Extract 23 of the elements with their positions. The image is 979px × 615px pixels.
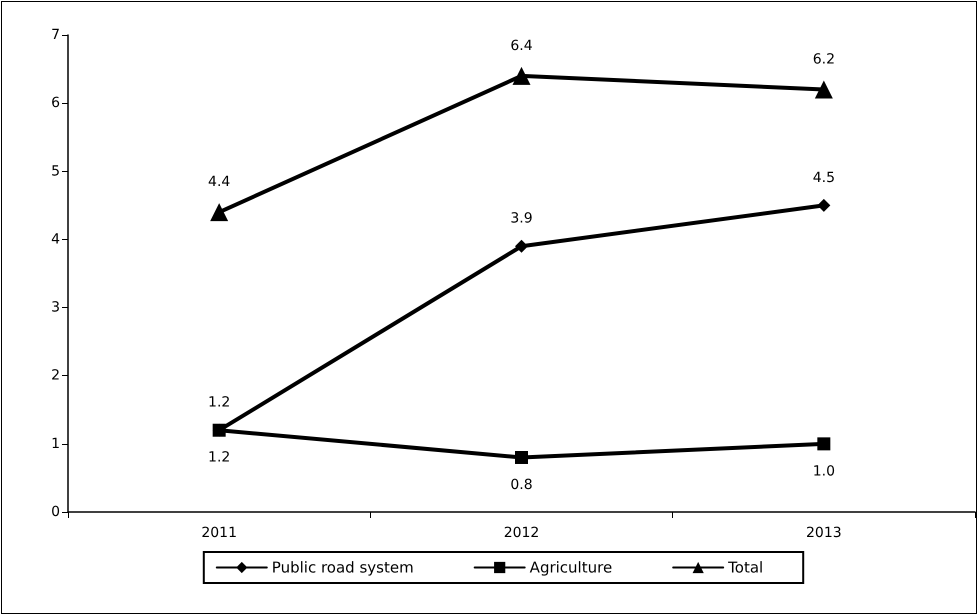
data-label: 1.0 bbox=[812, 463, 835, 480]
y-tick-label: 6 bbox=[51, 95, 60, 112]
legend-label: Agriculture bbox=[530, 558, 612, 576]
data-label: 4.5 bbox=[812, 170, 835, 186]
y-tick-label: 2 bbox=[51, 368, 60, 384]
data-label: 1.2 bbox=[208, 394, 230, 411]
x-tick-label: 2012 bbox=[504, 525, 540, 541]
data-label: 0.8 bbox=[510, 476, 533, 493]
x-tick-label: 2013 bbox=[806, 525, 842, 541]
data-label: 6.2 bbox=[812, 52, 835, 68]
data-label: 4.4 bbox=[208, 174, 230, 190]
x-tick-label: 2011 bbox=[201, 525, 237, 541]
legend-label: Public road system bbox=[272, 558, 414, 576]
legend-label: Total bbox=[727, 558, 764, 576]
data-label: 1.2 bbox=[208, 450, 230, 466]
y-tick-label: 7 bbox=[51, 27, 60, 43]
y-tick-label: 3 bbox=[51, 300, 60, 316]
data-label: 6.4 bbox=[510, 38, 533, 54]
y-tick-label: 5 bbox=[51, 163, 60, 180]
y-tick-label: 1 bbox=[51, 436, 60, 452]
data-label: 3.9 bbox=[510, 210, 533, 227]
y-tick-label: 0 bbox=[51, 504, 60, 520]
y-tick-label: 4 bbox=[51, 231, 60, 248]
